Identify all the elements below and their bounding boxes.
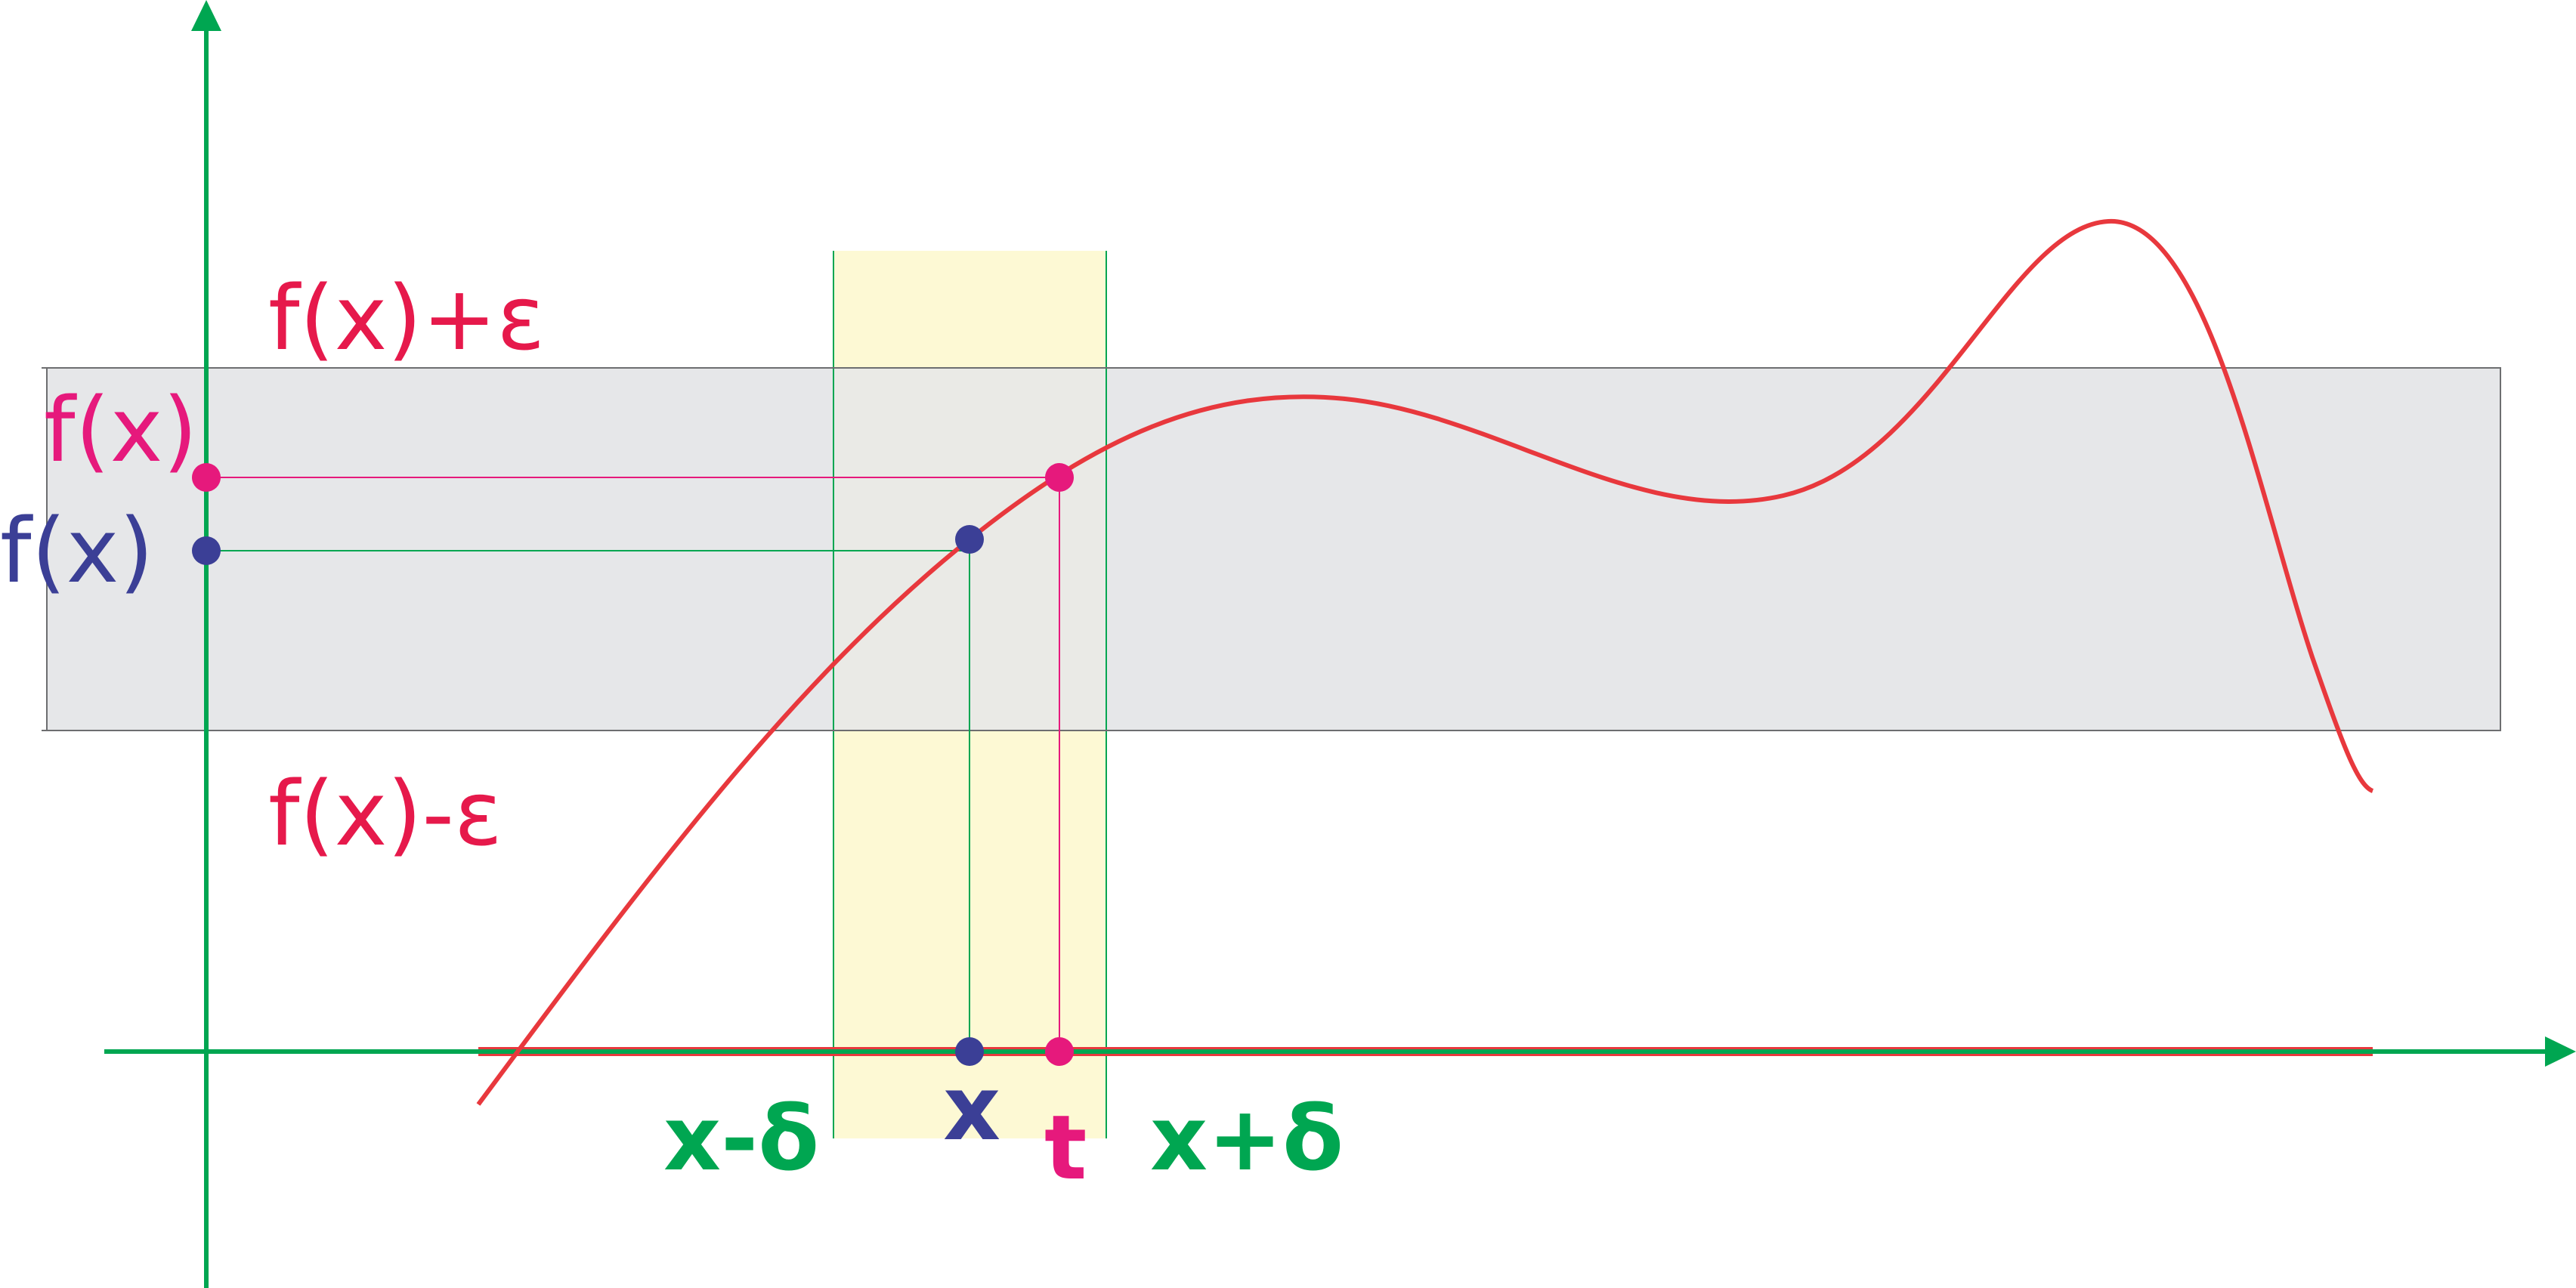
x-plus-delta-label: x+δ [1150,1086,1344,1191]
x-axis-point-x [955,1037,984,1066]
fx-value-label: f(x) [0,499,153,603]
t-point-label: t [1044,1095,1087,1200]
fx-minus-epsilon-label: f(x)-ε [268,761,503,866]
y-axis-arrowhead [191,0,221,31]
ft-value-label: f(x) [44,378,197,482]
ft-axis-point [192,463,221,492]
curve-point-x [955,525,984,554]
x-minus-delta-label: x-δ [663,1086,819,1191]
curve-point-t [1045,463,1074,492]
function-curve [476,218,2374,1106]
x-axis-arrowhead [2545,1036,2576,1067]
fx-axis-point [192,536,221,565]
x-point-label: x [943,1056,1000,1160]
x-axis-point-t [1045,1037,1074,1066]
epsilon-band [46,367,2501,731]
fx-plus-epsilon-label: f(x)+ε [268,266,545,370]
